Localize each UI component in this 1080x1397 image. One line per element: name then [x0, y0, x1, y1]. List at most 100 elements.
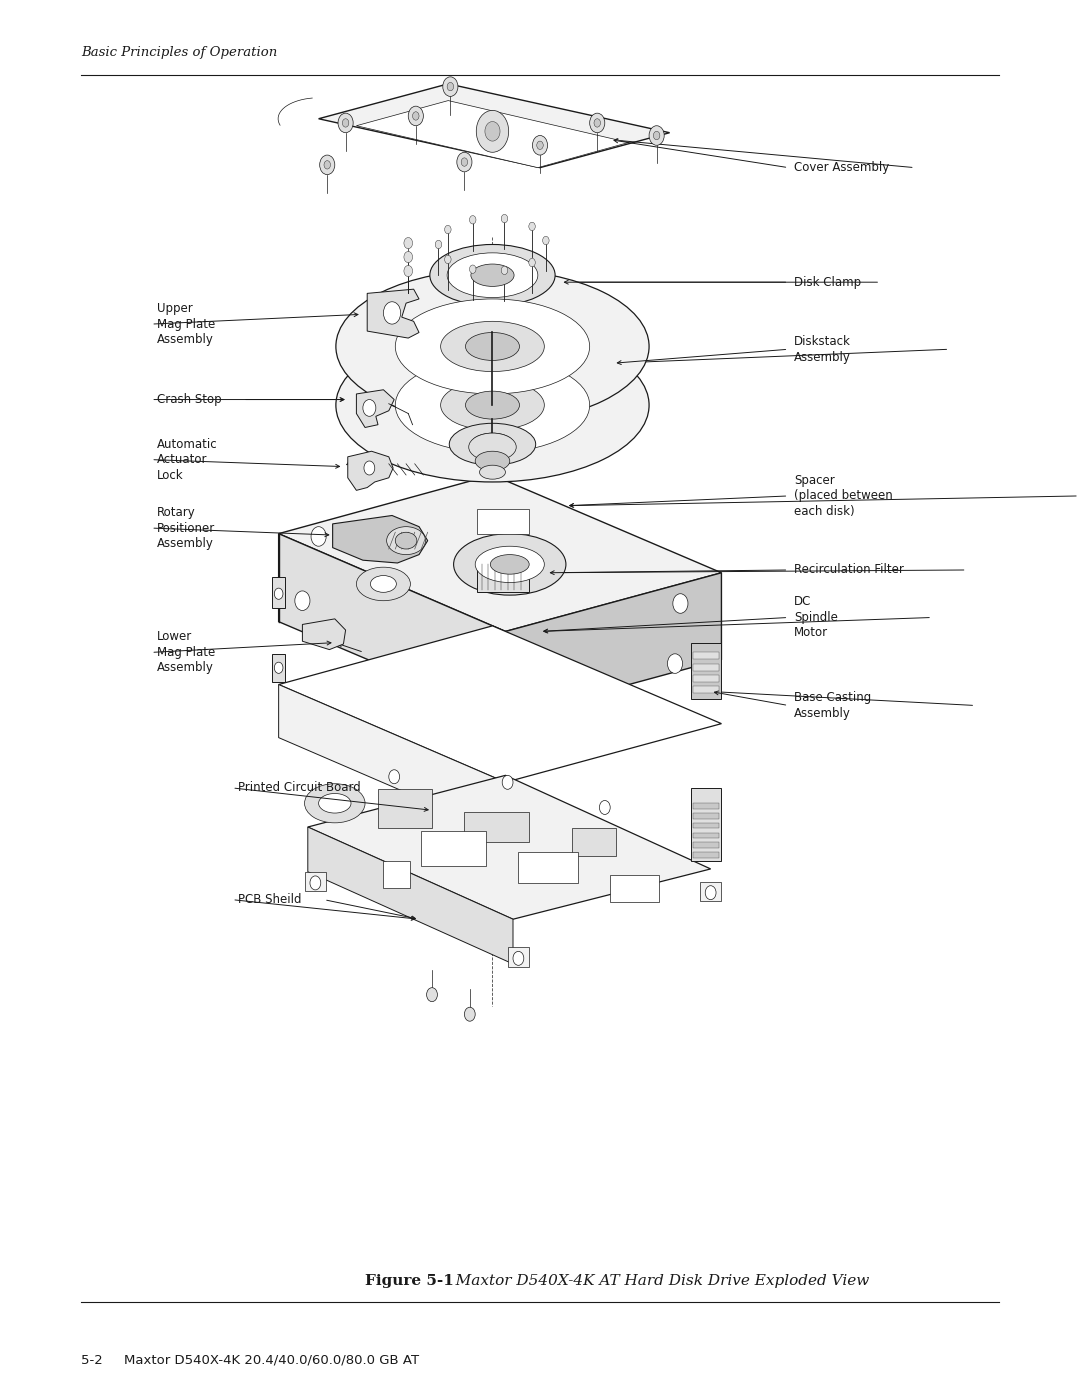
Ellipse shape — [447, 253, 538, 298]
Circle shape — [457, 152, 472, 172]
Text: Printed Circuit Board: Printed Circuit Board — [238, 781, 361, 795]
Circle shape — [311, 527, 326, 546]
Ellipse shape — [475, 451, 510, 471]
Polygon shape — [279, 626, 721, 782]
Bar — [693, 823, 719, 828]
Text: Cover Assembly: Cover Assembly — [794, 161, 889, 175]
Text: Disk Clamp: Disk Clamp — [794, 275, 861, 289]
Text: Basic Principles of Operation: Basic Principles of Operation — [81, 46, 278, 59]
Circle shape — [443, 77, 458, 96]
Circle shape — [464, 1007, 475, 1021]
Bar — [272, 577, 285, 608]
Circle shape — [502, 775, 513, 789]
Bar — [305, 872, 326, 891]
Bar — [572, 828, 616, 856]
Bar — [700, 882, 721, 901]
Polygon shape — [308, 775, 711, 919]
Bar — [693, 686, 719, 693]
Circle shape — [649, 126, 664, 145]
Bar — [518, 852, 578, 883]
Circle shape — [342, 119, 349, 127]
Polygon shape — [356, 390, 394, 427]
Circle shape — [513, 951, 524, 965]
Circle shape — [673, 594, 688, 613]
Circle shape — [542, 236, 549, 244]
Bar — [693, 813, 719, 819]
Circle shape — [413, 112, 419, 120]
Bar — [693, 803, 719, 809]
Bar — [272, 654, 285, 682]
Circle shape — [667, 654, 683, 673]
Ellipse shape — [336, 270, 649, 423]
Ellipse shape — [395, 299, 590, 394]
Circle shape — [537, 141, 543, 149]
Bar — [693, 842, 719, 848]
Circle shape — [389, 770, 400, 784]
Polygon shape — [302, 619, 346, 650]
Circle shape — [445, 256, 451, 264]
Polygon shape — [356, 101, 629, 168]
Ellipse shape — [356, 567, 410, 601]
Text: Upper
Mag Plate
Assembly: Upper Mag Plate Assembly — [157, 302, 215, 346]
Text: DC
Spindle
Motor: DC Spindle Motor — [794, 595, 838, 640]
Circle shape — [408, 106, 423, 126]
Polygon shape — [367, 289, 419, 338]
Bar — [693, 852, 719, 858]
Circle shape — [705, 886, 716, 900]
Ellipse shape — [305, 784, 365, 823]
Ellipse shape — [454, 534, 566, 595]
Circle shape — [529, 222, 536, 231]
Circle shape — [470, 265, 476, 274]
Bar — [421, 831, 486, 866]
Circle shape — [653, 131, 660, 140]
Text: Lower
Mag Plate
Assembly: Lower Mag Plate Assembly — [157, 630, 215, 675]
Bar — [693, 652, 719, 659]
Polygon shape — [333, 515, 428, 563]
Text: Crash Stop: Crash Stop — [157, 393, 221, 407]
Circle shape — [324, 161, 330, 169]
Circle shape — [364, 461, 375, 475]
Bar — [383, 861, 410, 888]
Circle shape — [404, 265, 413, 277]
Text: Rotary
Positioner
Assembly: Rotary Positioner Assembly — [157, 506, 215, 550]
Ellipse shape — [441, 380, 544, 430]
Circle shape — [338, 113, 353, 133]
Ellipse shape — [319, 793, 351, 813]
Bar — [378, 789, 432, 828]
Text: Base Casting
Assembly: Base Casting Assembly — [794, 692, 872, 719]
Circle shape — [590, 113, 605, 133]
Ellipse shape — [430, 244, 555, 306]
Circle shape — [274, 662, 283, 673]
Circle shape — [404, 237, 413, 249]
Ellipse shape — [465, 391, 519, 419]
Circle shape — [404, 251, 413, 263]
Ellipse shape — [441, 321, 544, 372]
Ellipse shape — [471, 433, 514, 455]
Polygon shape — [279, 534, 505, 718]
Bar — [508, 947, 529, 967]
Text: Spacer
(placed between
each disk): Spacer (placed between each disk) — [794, 474, 892, 518]
Ellipse shape — [475, 546, 544, 583]
Circle shape — [363, 400, 376, 416]
Circle shape — [594, 119, 600, 127]
Ellipse shape — [387, 527, 426, 555]
Ellipse shape — [465, 332, 519, 360]
Text: Recirculation Filter: Recirculation Filter — [794, 563, 904, 577]
Ellipse shape — [336, 328, 649, 482]
Bar — [691, 788, 721, 861]
Circle shape — [383, 302, 401, 324]
Circle shape — [310, 876, 321, 890]
Bar — [464, 812, 529, 842]
Circle shape — [501, 214, 508, 222]
Ellipse shape — [480, 465, 505, 479]
Ellipse shape — [395, 532, 417, 549]
Text: Figure 5-1: Figure 5-1 — [365, 1274, 454, 1288]
Circle shape — [599, 800, 610, 814]
Circle shape — [461, 158, 468, 166]
Polygon shape — [279, 685, 505, 835]
Ellipse shape — [490, 555, 529, 574]
Circle shape — [476, 110, 509, 152]
Ellipse shape — [395, 358, 590, 453]
Bar — [693, 675, 719, 682]
Text: PCB Sheild: PCB Sheild — [238, 893, 301, 907]
